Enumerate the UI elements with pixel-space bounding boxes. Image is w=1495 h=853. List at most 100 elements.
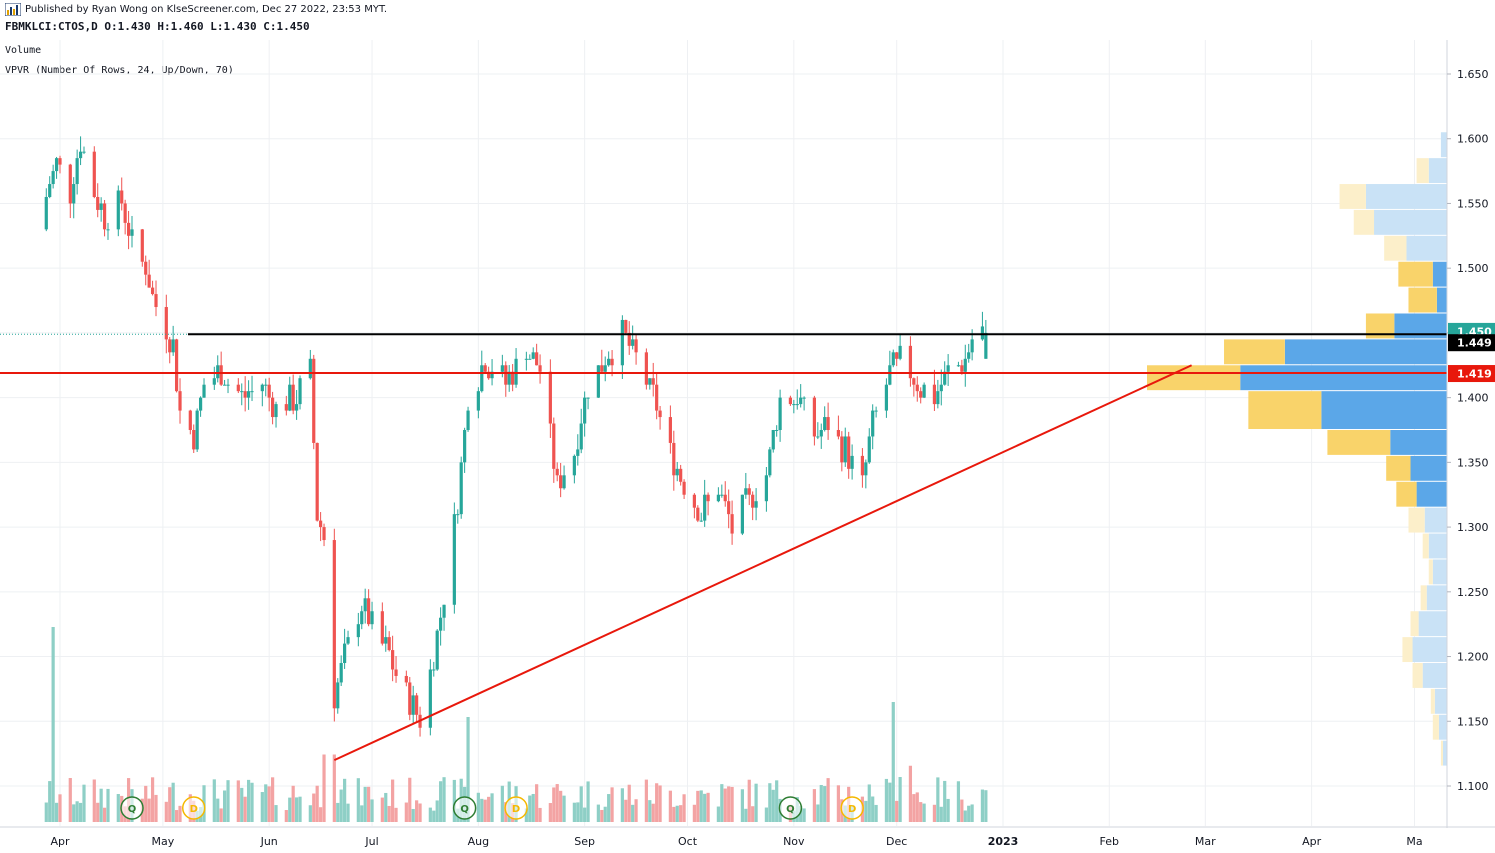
candle-body [202, 384, 206, 398]
volume-bar [799, 805, 803, 822]
candle-body [812, 397, 816, 437]
candle-body [370, 611, 374, 625]
vpvr-indicator-label[interactable]: VPVR (Number Of Rows, 24, Up/Down, 70) [5, 65, 234, 76]
volume-bar [106, 788, 110, 822]
volume-bar [816, 804, 820, 822]
volume-bar [771, 789, 775, 822]
candle-body [154, 294, 158, 308]
candle-body [106, 229, 110, 231]
volume-bar [751, 806, 755, 822]
volume-bar [631, 804, 635, 822]
volume-bar [867, 784, 871, 822]
volume-bar [720, 784, 724, 822]
x-tick-label: Oct [678, 835, 698, 848]
volume-bar [360, 805, 364, 822]
candle-body [288, 384, 292, 411]
candle-body [716, 494, 720, 502]
candle-body [332, 540, 336, 709]
y-tick-label: 1.650 [1457, 68, 1489, 81]
candle-body [600, 365, 604, 372]
candle-body [356, 624, 360, 638]
volume-bar [75, 801, 79, 822]
volume-bar [583, 807, 587, 822]
candle-body [408, 682, 412, 715]
volume-bar [655, 783, 659, 822]
candle-body [219, 365, 223, 385]
candle-body [778, 397, 782, 430]
candle-body [240, 391, 244, 393]
vpvr-down-bar [1224, 339, 1285, 365]
x-tick-label: Jul [364, 835, 378, 848]
vpvr-down-bar [1402, 637, 1413, 663]
x-tick-label: Aug [468, 835, 489, 848]
y-tick-label: 1.500 [1457, 262, 1489, 275]
candle-body [428, 669, 432, 728]
candle-body [336, 682, 340, 709]
candle-body [226, 384, 230, 386]
price-tag-label: 1.449 [1457, 337, 1492, 350]
candle-body [634, 339, 638, 353]
volume-bar [319, 807, 323, 822]
candle-body [387, 637, 391, 651]
candle-body [174, 339, 179, 392]
candle-body [586, 397, 590, 399]
candle-body [788, 397, 792, 405]
vpvr-up-bar [1434, 688, 1447, 714]
volume-bar [895, 800, 899, 822]
event-dividend-marker [840, 796, 864, 820]
vpvr-down-bar [1416, 158, 1429, 184]
volume-bar [970, 804, 974, 822]
volume-bar [644, 779, 648, 822]
vpvr-down-bar [1408, 287, 1437, 313]
candle-body [507, 371, 511, 385]
candle-body [720, 494, 724, 496]
volume-bar [812, 789, 816, 822]
vpvr-down-bar [1147, 365, 1241, 391]
candle-body [943, 371, 947, 385]
volume-bar [716, 806, 720, 822]
volume-indicator-label[interactable]: Volume [5, 45, 42, 56]
volume-bar [260, 792, 264, 822]
volume-bar [408, 777, 412, 822]
candle-body [562, 475, 566, 489]
candle-body [919, 391, 923, 398]
candle-body [212, 378, 216, 385]
candle-body [538, 365, 542, 372]
volume-bar [651, 803, 655, 822]
candle-body [651, 378, 655, 385]
volume-bar [415, 800, 419, 822]
candle-body [699, 520, 703, 522]
price-tag-bg [1448, 334, 1495, 352]
candle-body [655, 384, 659, 411]
candle-body [912, 378, 916, 385]
candle-body [675, 468, 679, 476]
volume-bar [356, 778, 360, 822]
candle-body [51, 171, 55, 185]
volume-bar [442, 777, 446, 822]
volume-bar [823, 786, 827, 822]
candle-body [459, 462, 463, 515]
candle-body [394, 669, 398, 676]
candle-body [308, 358, 312, 379]
volume-bar [943, 780, 947, 822]
volume-bar [404, 802, 408, 822]
candle-body [267, 384, 271, 398]
candle-body [963, 358, 967, 372]
volume-bar [706, 792, 710, 822]
candle-body [295, 404, 299, 411]
volume-bar [346, 803, 350, 822]
volume-bar [559, 790, 563, 822]
candle-body [740, 494, 744, 534]
volume-bar [648, 800, 652, 822]
volume-bar [370, 799, 374, 822]
candlesticks [44, 136, 988, 737]
x-tick-label: Dec [886, 835, 907, 848]
volume-bar [150, 777, 155, 822]
candle-body [130, 229, 134, 236]
volume-bar [932, 804, 937, 822]
candle-body [668, 417, 672, 443]
volume-bar [439, 781, 443, 822]
candle-body [150, 287, 155, 295]
candle-body [466, 410, 470, 430]
